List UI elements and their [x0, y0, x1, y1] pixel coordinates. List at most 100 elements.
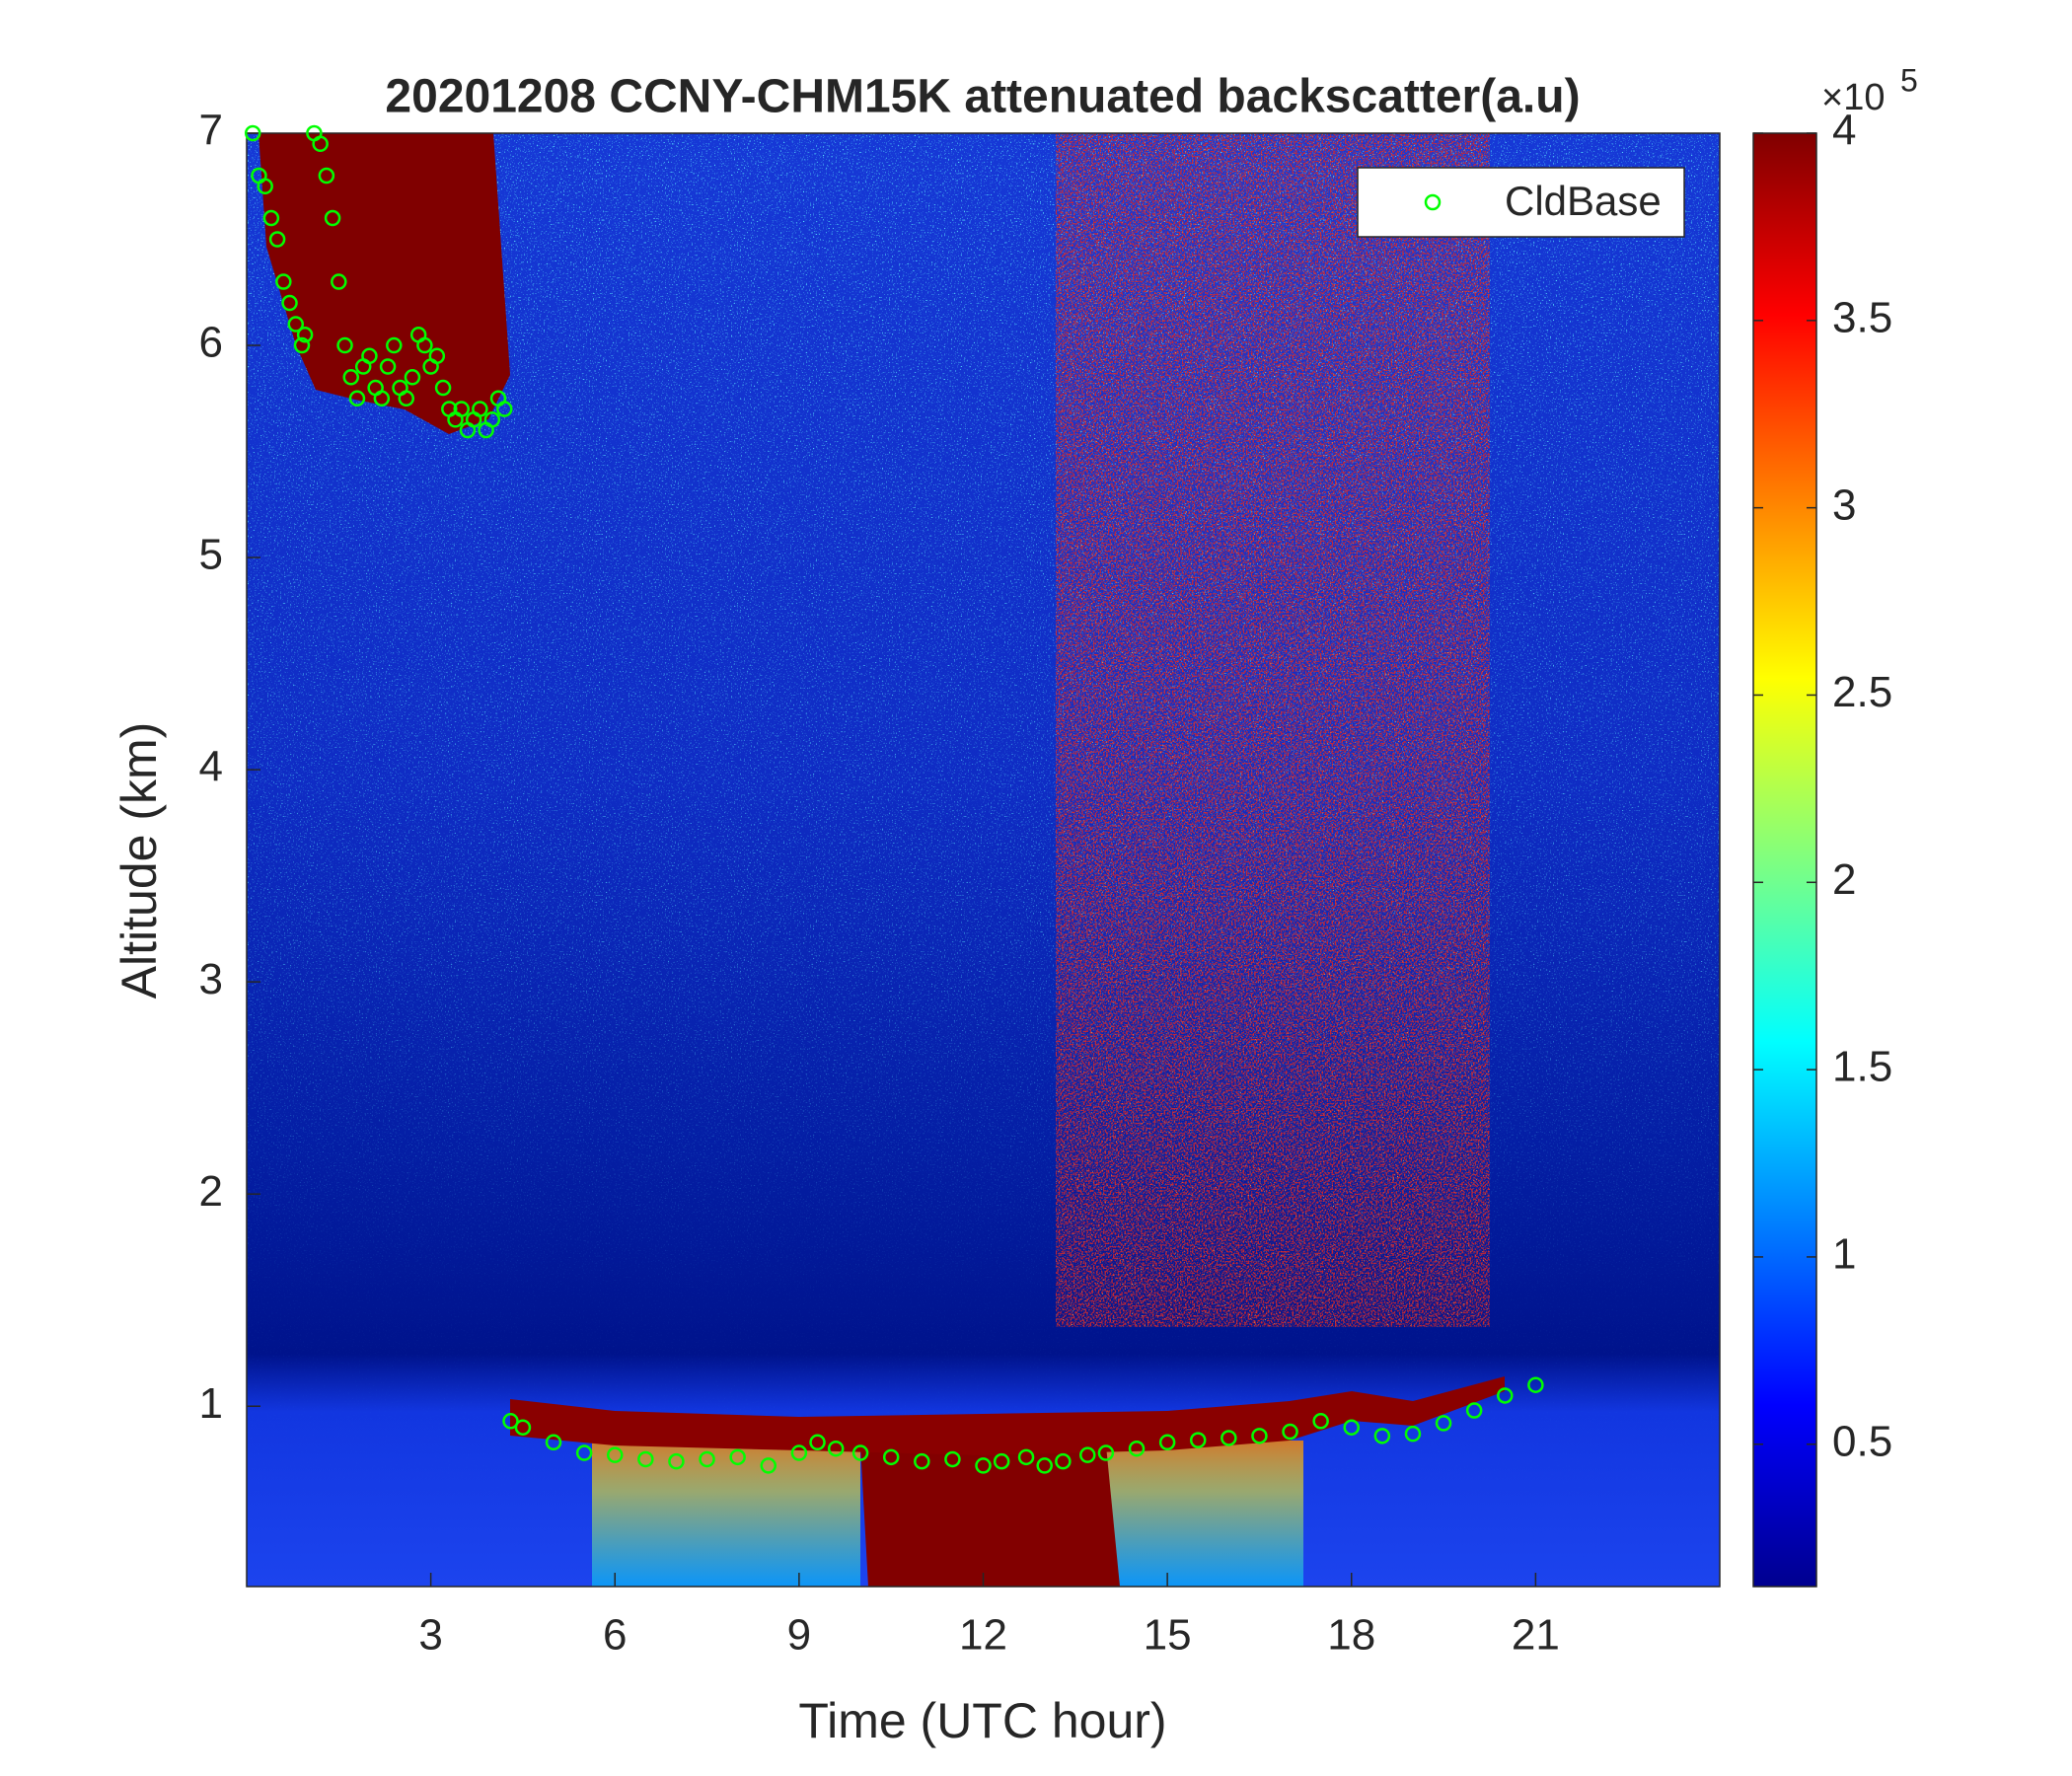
colorbar-tick-label: 0.5	[1832, 1417, 1892, 1465]
cloud-base-point	[914, 1452, 930, 1470]
cloud-base-point	[1079, 1446, 1096, 1463]
colorbar-tick-label: 1.5	[1832, 1043, 1892, 1091]
cloud-base-point	[514, 1419, 532, 1436]
y-tick-label: 7	[199, 107, 223, 155]
backscatter-image	[247, 133, 1720, 1587]
cloud-base-point	[312, 135, 329, 153]
cloud-base-point	[699, 1450, 715, 1468]
cloud-base-point	[496, 401, 513, 417]
cloud-base-point	[993, 1452, 1010, 1470]
colorbar-tick-label: 3	[1832, 481, 1856, 529]
colorbar-multiplier: ×10	[1821, 77, 1885, 118]
cloud-base-point	[324, 209, 341, 227]
cloud-base-point	[851, 1444, 869, 1461]
cloud-base-point	[318, 167, 335, 185]
colorbar-tick-label: 1	[1832, 1230, 1856, 1279]
cloud-base-point	[281, 294, 298, 312]
cloud-base-point	[342, 369, 360, 386]
cloud-base-point	[729, 1448, 746, 1466]
cloud-base-point	[1221, 1430, 1237, 1446]
chart-title: 20201208 CCNY-CHM15K attenuated backscat…	[385, 71, 1580, 123]
cloud-base-point	[386, 336, 403, 354]
colorbar-exponent: 5	[1900, 62, 1918, 98]
cloud-base-point	[1189, 1432, 1207, 1448]
colorbar-tick-label: 3.5	[1832, 293, 1892, 341]
cloud-base-point	[361, 347, 378, 365]
cloud-base-point	[262, 209, 280, 227]
cloud-base-point	[607, 1446, 624, 1463]
cloud-base-point	[428, 347, 446, 365]
cloud-base-point	[268, 231, 286, 248]
y-tick-label: 3	[199, 955, 223, 1003]
cloud-base-point	[790, 1444, 808, 1461]
cloud-base-point	[1055, 1452, 1072, 1470]
cloud-base-point	[1465, 1402, 1483, 1419]
cloud-base-point	[336, 336, 353, 354]
legend-box	[1357, 167, 1685, 238]
x-tick-label: 9	[787, 1611, 811, 1660]
legend: CldBase	[1357, 167, 1685, 238]
cloud-base-point	[637, 1450, 654, 1468]
x-tick-label: 18	[1327, 1611, 1375, 1660]
cloud-base-point	[404, 369, 421, 386]
y-tick-label: 5	[199, 531, 223, 579]
cloud-base-point	[545, 1434, 562, 1451]
cloud-base-point	[293, 336, 311, 354]
cloud-base-point	[1497, 1387, 1514, 1404]
x-tick-label: 6	[603, 1611, 627, 1660]
cloud-base-point	[434, 379, 452, 397]
colorbar-tick-label: 2.5	[1832, 668, 1892, 716]
x-tick-label: 21	[1512, 1611, 1560, 1660]
cloud-base-point	[287, 316, 305, 333]
cloud-base-point	[502, 1413, 519, 1430]
y-tick-label: 2	[199, 1167, 223, 1216]
cloud-base-point	[379, 358, 397, 375]
cloud-base-point	[668, 1452, 685, 1470]
cloud-base-point	[244, 124, 261, 142]
x-tick-label: 15	[1144, 1611, 1192, 1660]
cloud-base-point	[1128, 1440, 1146, 1457]
cloud-base-point	[1527, 1376, 1544, 1393]
cloud-base-point	[809, 1434, 826, 1451]
cloud-base-point	[1282, 1423, 1298, 1441]
cloud-base-point	[348, 390, 366, 407]
cloud-base-point	[1017, 1448, 1035, 1466]
y-tick-label: 6	[199, 319, 223, 367]
cloud-base-point	[416, 336, 433, 354]
cloud-base-point	[1404, 1425, 1422, 1443]
cloud-base-point	[882, 1448, 900, 1466]
cloud-base-point	[398, 390, 414, 407]
cloud-base-point	[575, 1444, 593, 1461]
y-axis-label: Altitude (km)	[111, 722, 167, 999]
colorbar-tick-label: 4	[1832, 107, 1856, 155]
cloud-base-point	[944, 1450, 961, 1468]
cloud-base-point	[296, 327, 314, 343]
colorbar	[1752, 132, 1817, 1588]
cloud-base-point	[472, 401, 488, 417]
cloud-base-point	[827, 1440, 845, 1457]
colorbar-tick-label: 2	[1832, 855, 1856, 904]
x-tick-label: 12	[959, 1611, 1007, 1660]
cloud-base-point	[453, 401, 470, 417]
y-tick-label: 4	[199, 743, 223, 791]
cloud-base-point	[1097, 1444, 1115, 1461]
cloud-base-point	[1158, 1434, 1176, 1451]
cloud-base-point	[257, 178, 273, 195]
cloud-base-point	[1343, 1419, 1360, 1436]
cloud-base-point	[1251, 1428, 1268, 1444]
cloud-base-point	[1373, 1428, 1391, 1444]
cloud-base-point	[1312, 1413, 1329, 1430]
cloud-base-point	[760, 1457, 777, 1474]
cloud-base-point	[975, 1457, 992, 1474]
cloud-base-point	[275, 273, 292, 290]
y-tick-label: 1	[199, 1379, 223, 1428]
legend-label: CldBase	[1505, 178, 1662, 224]
x-axis-label: Time (UTC hour)	[798, 1693, 1166, 1748]
x-tick-label: 3	[418, 1611, 442, 1660]
cloud-base-point	[483, 411, 501, 428]
cloud-base-point	[1435, 1415, 1452, 1432]
cloud-base-point	[331, 273, 347, 290]
cloud-base-point	[1036, 1457, 1053, 1474]
cloud-base-point	[373, 390, 391, 407]
